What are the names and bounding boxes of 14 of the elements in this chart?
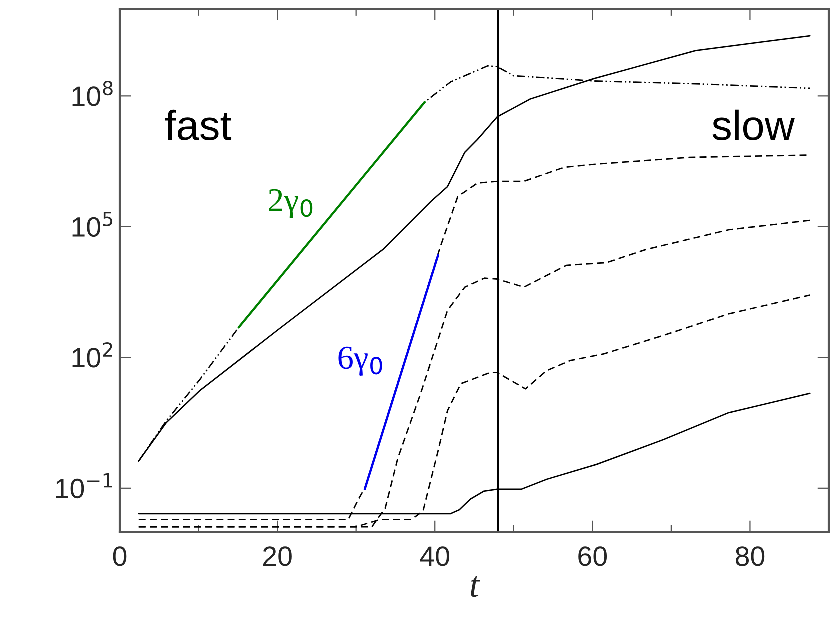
- x-tick-label: 60: [578, 546, 608, 566]
- x-tick-label: 20: [264, 546, 292, 566]
- x-tick-label: 80: [736, 546, 765, 566]
- x-axis-title: t: [471, 576, 480, 598]
- x-tick-label: 0: [113, 546, 127, 566]
- series-label: 2γ$_{0}$: [269, 189, 313, 218]
- x-tick-label: 40: [420, 546, 450, 566]
- y-tick-label: 10$^{5}$: [72, 212, 113, 238]
- y-tick-label: 10$^{2}$: [72, 342, 112, 368]
- series-label: 6γ$_{0}$: [338, 346, 382, 376]
- y-tick-label: 10$^{−1}$: [56, 473, 112, 499]
- annotation: slow: [712, 110, 796, 140]
- annotation: fast: [165, 110, 232, 140]
- y-tick-label: 10$^{8}$: [72, 80, 113, 106]
